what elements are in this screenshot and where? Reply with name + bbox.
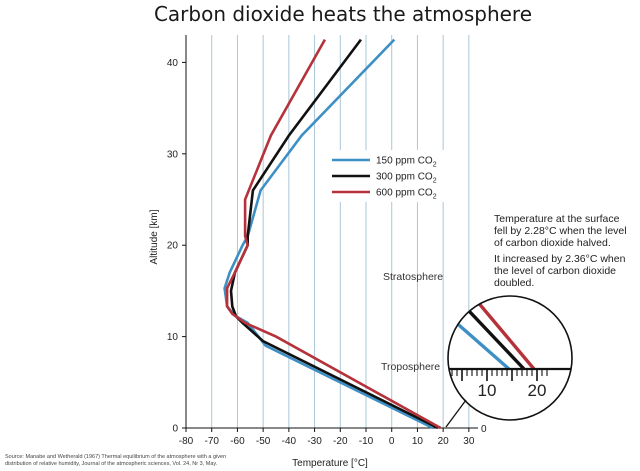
x-axis-label: Temperature [°C] — [292, 458, 368, 469]
x-tick-label: -10 — [359, 436, 374, 447]
grid — [211, 35, 470, 428]
x-tick-label: -60 — [230, 436, 245, 447]
y-tick-label: 20 — [167, 241, 179, 252]
troposphere-label: Troposphere — [381, 361, 440, 373]
x-tick-label: -80 — [179, 436, 194, 447]
series-lines — [223, 38, 442, 430]
x-tick-label: 10 — [412, 436, 424, 447]
magnifier-connector — [445, 399, 467, 428]
annotation-line: It increased by 2.36°C when — [494, 253, 626, 265]
x-tick-label: -50 — [256, 436, 271, 447]
annotation-line: the level of carbon dioxide — [494, 265, 616, 277]
magnifier-ring — [447, 295, 573, 421]
stratosphere-label: Stratosphere — [383, 271, 443, 283]
annotation-line: fell by 2.28°C when the level — [494, 225, 627, 237]
y-tick-label: 0 — [172, 424, 178, 435]
x-tick-label: -40 — [282, 436, 297, 447]
x-tick-label: 20 — [438, 436, 450, 447]
chart-title: Carbon dioxide heats the atmosphere — [154, 2, 532, 26]
legend-entry: 600 ppm CO2 — [376, 188, 437, 201]
annotation-line: of carbon dioxide halved. — [494, 237, 611, 249]
y-axis-label: Altitude [km] — [149, 209, 160, 264]
magnified-tick-label: 20 — [528, 381, 547, 400]
x-tick-label: -30 — [307, 436, 322, 447]
y-tick-labels: 0 10 20 30 40 — [167, 58, 179, 435]
x-tick-label: 30 — [463, 436, 475, 447]
series-line — [229, 38, 439, 430]
legend: 150 ppm CO2 300 ppm CO2 600 ppm CO2 — [324, 150, 444, 202]
y-tick-label: 40 — [167, 58, 179, 69]
legend-entry: 300 ppm CO2 — [376, 172, 437, 185]
magnifier-inset: 10 20 0 — [445, 295, 573, 435]
source-note: Source: Manabe and Wetherald (1967) Ther… — [5, 454, 226, 467]
legend-entry: 150 ppm CO2 — [376, 156, 437, 169]
source-line: distribution of relative humidity, Journ… — [5, 461, 218, 467]
annotation-line: doubled. — [494, 277, 534, 289]
annotation-line: Temperature at the surface — [494, 213, 620, 225]
x-tick-label: -70 — [204, 436, 219, 447]
x-tick-labels: -80 -70 -60 -50 -40 -30 -20 -10 0 10 20 30 — [179, 436, 475, 447]
y-tick-label: 30 — [167, 149, 179, 160]
axes — [182, 35, 478, 432]
y-tick-label: 10 — [167, 332, 179, 343]
magnifier-background — [448, 296, 572, 420]
source-line: Source: Manabe and Wetherald (1967) Ther… — [5, 454, 226, 460]
x-axis-zero-label: 0 — [481, 424, 487, 435]
x-tick-label: -20 — [333, 436, 348, 447]
series-line — [225, 38, 442, 430]
surface-annotation: Temperature at the surface fell by 2.28°… — [494, 213, 627, 289]
x-tick-label: 0 — [389, 436, 395, 447]
magnified-tick-label: 10 — [478, 381, 497, 400]
